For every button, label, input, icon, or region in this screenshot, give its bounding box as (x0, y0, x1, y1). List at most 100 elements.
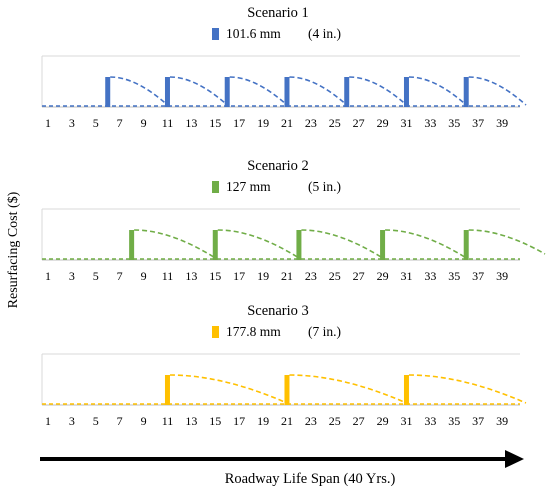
x-tick-label: 23 (305, 116, 317, 130)
legend-label: 127 mm (226, 179, 271, 194)
resurfacing-bar (129, 230, 135, 260)
x-tick-label: 1 (45, 116, 51, 130)
x-tick-label: 37 (472, 414, 484, 428)
x-tick-label: 15 (209, 414, 221, 428)
resurfacing-bar (164, 375, 170, 405)
x-axis-label: Roadway Life Span (40 Yrs.) (225, 471, 396, 487)
decay-curve (301, 229, 384, 259)
x-tick-label: 11 (162, 116, 174, 130)
decay-curve (134, 229, 216, 259)
x-tick-label: 11 (162, 414, 174, 428)
legend: 101.6 mm (4 in.) (212, 26, 341, 41)
x-tick-label: 25 (329, 116, 341, 130)
x-tick-label: 35 (448, 116, 460, 130)
x-tick-label: 25 (329, 414, 341, 428)
x-tick-label: 3 (69, 269, 75, 283)
legend-note: (4 in.) (308, 26, 341, 41)
legend: 177.8 mm (7 in.) (212, 324, 341, 339)
legend-swatch (212, 28, 219, 40)
chart-title: Scenario 1 (247, 5, 309, 21)
x-tick-label: 1 (45, 414, 51, 428)
legend-label: 177.8 mm (226, 324, 281, 339)
x-tick-label: 33 (424, 414, 436, 428)
legend-label: 101.6 mm (226, 26, 281, 41)
decay-curve (110, 76, 169, 106)
x-tick-label: 9 (141, 269, 147, 283)
legend-note: (7 in.) (308, 324, 341, 339)
x-tick-label: 31 (400, 414, 412, 428)
decay-curve (468, 76, 527, 106)
resurfacing-bar (284, 375, 290, 405)
y-axis-label: Resurfacing Cost ($) (6, 191, 21, 308)
x-tick-label: 17 (233, 116, 245, 130)
decay-curve (385, 229, 467, 259)
x-tick-label: 9 (141, 116, 147, 130)
decay-curve (349, 76, 408, 106)
resurfacing-bar (224, 77, 230, 107)
resurfacing-bar (284, 77, 290, 107)
decay-curve (289, 374, 407, 404)
x-tick-label: 7 (117, 414, 123, 428)
x-tick-label: 27 (353, 116, 365, 130)
x-tick-label: 17 (233, 414, 245, 428)
x-tick-label: 5 (93, 414, 99, 428)
x-tick-label: 21 (281, 116, 293, 130)
x-tick-label: 5 (93, 269, 99, 283)
decay-curve (408, 76, 467, 106)
x-tick-label: 3 (69, 414, 75, 428)
decay-curve (169, 76, 228, 106)
legend-swatch (212, 181, 219, 193)
resurfacing-bar (344, 77, 350, 107)
x-tick-label: 39 (496, 116, 508, 130)
x-tick-label: 29 (377, 269, 389, 283)
x-tick-label: 5 (93, 116, 99, 130)
x-tick-label: 31 (400, 269, 412, 283)
x-tick-label: 39 (496, 414, 508, 428)
decay-curve (229, 76, 288, 106)
resurfacing-bar (380, 230, 386, 260)
x-tick-label: 15 (209, 269, 221, 283)
resurfacing-bar (463, 77, 469, 107)
x-tick-label: 37 (472, 269, 484, 283)
chart-title: Scenario 3 (247, 303, 309, 319)
x-tick-label: 13 (185, 269, 197, 283)
life-span-arrowhead (505, 450, 524, 468)
x-tick-label: 33 (424, 116, 436, 130)
resurfacing-bar (105, 77, 111, 107)
x-tick-label: 21 (281, 269, 293, 283)
chart-title: Scenario 2 (247, 158, 309, 174)
x-tick-label: 35 (448, 414, 460, 428)
x-tick-label: 7 (117, 269, 123, 283)
x-tick-label: 27 (353, 269, 365, 283)
x-tick-label: 13 (185, 116, 197, 130)
x-tick-label: 15 (209, 116, 221, 130)
x-tick-label: 27 (353, 414, 365, 428)
x-tick-label: 23 (305, 269, 317, 283)
x-tick-label: 11 (162, 269, 174, 283)
x-tick-label: 19 (257, 116, 269, 130)
resurfacing-bar (403, 77, 409, 107)
x-tick-label: 37 (472, 116, 484, 130)
x-tick-label: 17 (233, 269, 245, 283)
decay-curve (468, 229, 546, 255)
x-tick-label: 29 (377, 116, 389, 130)
x-tick-label: 19 (257, 414, 269, 428)
x-tick-label: 35 (448, 269, 460, 283)
x-tick-label: 9 (141, 414, 147, 428)
resurfacing-bar (296, 230, 302, 260)
x-tick-label: 13 (185, 414, 197, 428)
x-tick-label: 39 (496, 269, 508, 283)
legend: 127 mm (5 in.) (212, 179, 341, 194)
x-tick-label: 21 (281, 414, 293, 428)
legend-note: (5 in.) (308, 179, 341, 194)
decay-curve (169, 374, 288, 404)
x-tick-label: 33 (424, 269, 436, 283)
x-tick-label: 1 (45, 269, 51, 283)
x-tick-label: 31 (400, 116, 412, 130)
resurfacing-bar (164, 77, 170, 107)
x-tick-label: 29 (377, 414, 389, 428)
